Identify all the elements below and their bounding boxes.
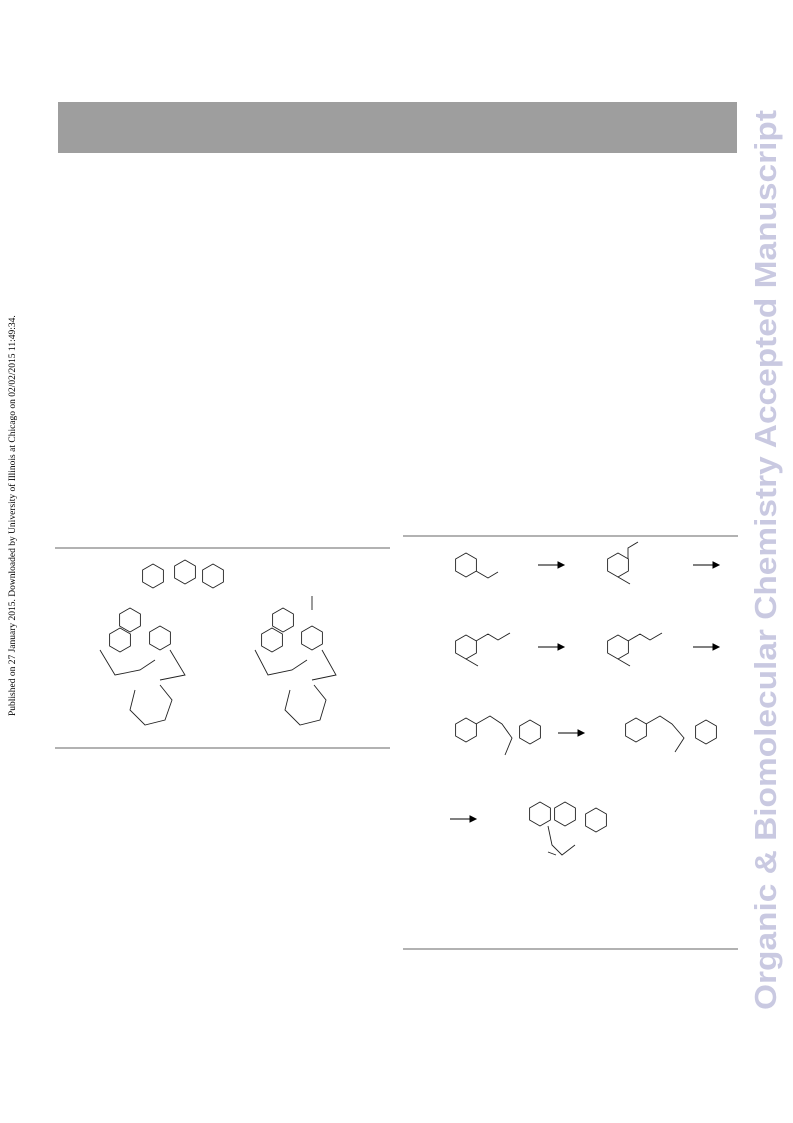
side-note: Published on 27 January 2015. Downloaded… xyxy=(7,315,18,716)
figure-right xyxy=(403,535,738,950)
header-bar xyxy=(58,102,737,153)
watermark: Organic & Biomolecular Chemistry Accepte… xyxy=(748,110,783,1010)
figure-left xyxy=(55,547,390,749)
